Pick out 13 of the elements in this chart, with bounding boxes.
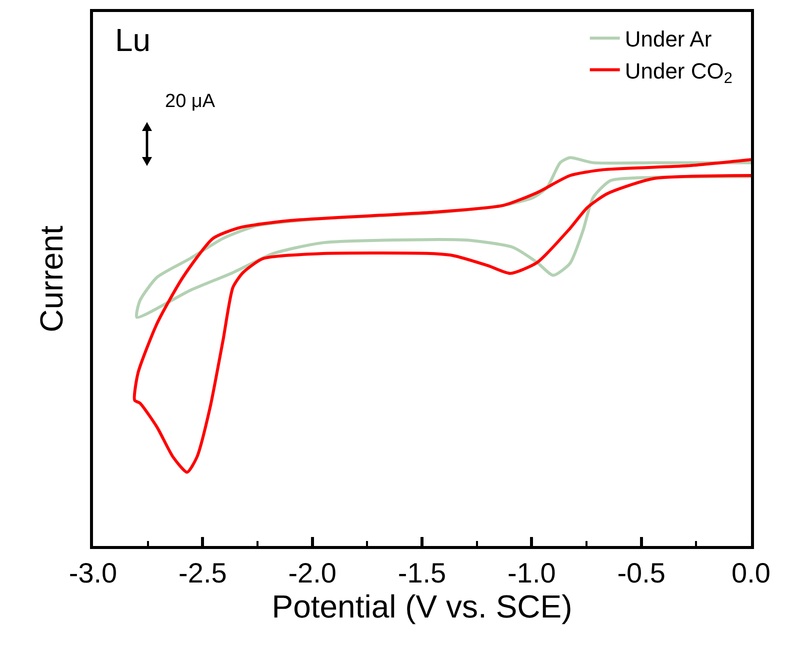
legend-label: Under Ar: [624, 26, 712, 52]
text: 20 μA: [165, 91, 216, 112]
x-tick-label: -0.5: [617, 558, 666, 589]
x-tick-label: 0.0: [732, 558, 770, 589]
text: Lu: [115, 22, 151, 58]
y-axis-title: Current: [33, 226, 70, 332]
legend-label: Under CO$_{2}$: [624, 58, 732, 87]
x-tick-label: -2.5: [178, 558, 227, 589]
x-tick-label: -1.5: [398, 558, 446, 589]
x-tick-label: -3.0: [68, 558, 118, 589]
x-tick-label: -1.0: [508, 558, 556, 589]
x-axis-title: Potential (V vs. SCE): [272, 588, 572, 625]
x-tick-label: -2.0: [288, 558, 336, 589]
